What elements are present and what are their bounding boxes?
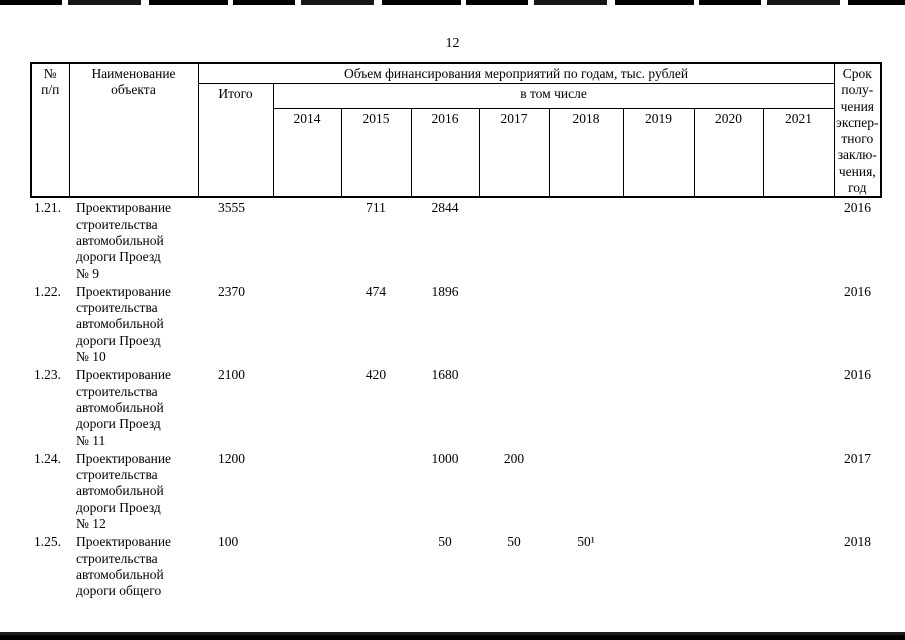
- column-header-year: 2018: [548, 107, 624, 198]
- column-header-expert-term: Срок полу- чения экспер- тного заклю- че…: [833, 61, 883, 198]
- year-value-cell: [623, 532, 694, 620]
- year-value-cell: 1000: [431, 450, 459, 466]
- header-including: в том числе: [272, 82, 835, 109]
- year-value-cell: [479, 365, 549, 448]
- year-value-cell: [623, 282, 694, 365]
- table-row: 1.22. Проектирование строительства автом…: [31, 282, 881, 365]
- year-value-cell: [623, 197, 694, 281]
- column-header-year: 2020: [693, 107, 764, 198]
- row-number-cell: 1.25.: [34, 534, 61, 550]
- year-value-cell: 1896: [431, 283, 459, 299]
- year-value-cell: [549, 365, 623, 448]
- total-cell: 2100: [218, 367, 245, 383]
- financing-table: № п/п Наименование объекта Объем финанси…: [30, 61, 883, 620]
- scan-artifact-top-bar: [0, 0, 905, 5]
- column-header-object-name: Наименование объекта: [68, 61, 199, 198]
- expert-year-cell: 2018: [844, 534, 872, 550]
- row-number-cell: 1.21.: [34, 200, 61, 216]
- column-header-num: № п/п: [30, 61, 70, 198]
- column-header-year: 2021: [762, 107, 835, 198]
- year-value-cell: [549, 197, 623, 281]
- year-value-cell: [549, 282, 623, 365]
- year-value-cell: 474: [365, 283, 387, 299]
- year-value-cell: [273, 197, 341, 281]
- row-number-cell: 1.23.: [34, 367, 61, 383]
- row-number-cell: 1.22.: [34, 283, 61, 299]
- year-value-cell: [273, 449, 341, 532]
- year-value-cell: [549, 449, 623, 532]
- year-value-cell: 2844: [431, 200, 459, 216]
- year-value-cell: [341, 449, 411, 532]
- total-cell: 3555: [218, 200, 245, 216]
- scan-artifact-bottom-bar: [0, 632, 905, 640]
- expert-year-cell: 2016: [844, 367, 872, 383]
- year-value-cell: [694, 365, 763, 448]
- object-name-cell: Проектирование строительства автомобильн…: [76, 200, 172, 281]
- year-value-cell: [479, 197, 549, 281]
- year-value-cell: [694, 449, 763, 532]
- year-value-cell: 711: [366, 200, 386, 216]
- total-cell: 100: [218, 534, 239, 550]
- year-value-cell: [694, 197, 763, 281]
- page-number: 12: [445, 36, 460, 51]
- year-value-cell: [623, 365, 694, 448]
- year-value-cell: 50: [438, 534, 452, 550]
- object-name-cell: Проектирование строительства автомобильн…: [76, 534, 172, 599]
- year-value-cell: [694, 282, 763, 365]
- column-header-year: 2014: [272, 107, 342, 198]
- column-header-year: 2016: [410, 107, 480, 198]
- total-cell: 2370: [218, 283, 245, 299]
- year-value-cell: [341, 532, 411, 620]
- table-row: 1.25. Проектирование строительства автом…: [31, 532, 881, 620]
- year-value-cell: [623, 449, 694, 532]
- expert-year-cell: 2017: [844, 450, 872, 466]
- year-value-cell: [273, 282, 341, 365]
- year-value-cell: [763, 282, 834, 365]
- year-value-cell: [763, 532, 834, 620]
- year-value-cell: [763, 365, 834, 448]
- year-value-cell: [273, 365, 341, 448]
- year-value-cell: 1680: [431, 367, 459, 383]
- header-financing-title: Объем финансирования мероприятий по года…: [197, 62, 835, 84]
- column-header-year: 2017: [478, 107, 550, 198]
- year-value-cell: 200: [503, 450, 525, 466]
- object-name-cell: Проектирование строительства автомобильн…: [76, 367, 172, 448]
- object-name-cell: Проектирование строительства автомобильн…: [76, 450, 172, 532]
- year-value-cell: [763, 197, 834, 281]
- expert-year-cell: 2016: [844, 200, 872, 216]
- table-row: 1.24. Проектирование строительства автом…: [31, 449, 881, 532]
- column-header-year: 2019: [622, 107, 695, 198]
- year-value-cell: 420: [365, 367, 387, 383]
- year-value-cell: [479, 282, 549, 365]
- expert-year-cell: 2016: [844, 283, 872, 299]
- table-row: 1.23. Проектирование строительства автом…: [31, 365, 881, 448]
- year-value-cell: [763, 449, 834, 532]
- column-header-total: Итого: [197, 82, 274, 198]
- year-value-cell: [694, 532, 763, 620]
- table-row: 1.21. Проектирование строительства автом…: [31, 197, 881, 281]
- year-value-cell: [273, 532, 341, 620]
- column-header-year: 2015: [340, 107, 412, 198]
- total-cell: 1200: [218, 450, 245, 466]
- object-name-cell: Проектирование строительства автомобильн…: [76, 283, 172, 365]
- year-value-cell: 50¹: [577, 534, 595, 550]
- row-number-cell: 1.24.: [34, 450, 61, 466]
- year-value-cell: 50: [507, 534, 521, 550]
